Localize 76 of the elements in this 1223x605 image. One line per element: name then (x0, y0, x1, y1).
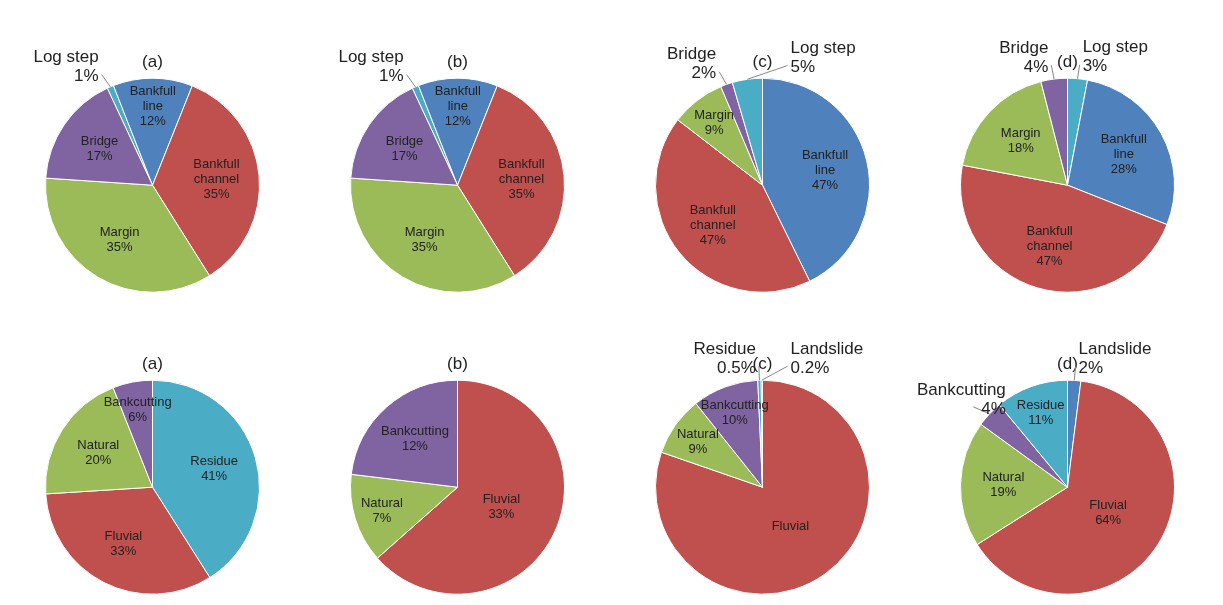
chart-title: (a) (142, 51, 163, 71)
slice-label: Bankfull line (1100, 130, 1147, 161)
slice-label: Margin (404, 224, 445, 240)
data-label: 12% (401, 438, 429, 454)
slice-label: Fluvial (104, 528, 143, 544)
data-label: 4% (1023, 56, 1049, 76)
data-label: 12% (444, 112, 472, 128)
slice-label: Residue (1016, 396, 1065, 412)
slice-label: Bankfull channel (498, 155, 545, 186)
data-label: 7% (372, 509, 392, 525)
slice-label: Bankfull channel (1026, 223, 1073, 254)
data-label: 28% (1110, 160, 1138, 176)
data-label: 20% (85, 451, 112, 467)
slice-label: Natural (676, 425, 719, 441)
chart-title: (b) (447, 353, 468, 373)
slice-label: Landslide (1078, 339, 1152, 359)
data-label: 35% (508, 185, 535, 201)
slice-label: Landslide (790, 338, 864, 358)
data-label: 33% (110, 543, 137, 559)
data-label: 18% (1007, 140, 1035, 156)
slice-label: Log step (338, 47, 404, 67)
data-label: 1% (74, 66, 99, 86)
slice-label: Bankfull channel (689, 202, 737, 233)
slice-label: Bridge (667, 44, 717, 64)
slice-label: Bankfull line (434, 82, 482, 113)
slice-label: Log step (1082, 37, 1148, 57)
data-label: 33% (488, 506, 515, 522)
chart-title: (a) (142, 353, 163, 373)
data-label: 35% (203, 185, 230, 201)
slice-label: Bankfull line (129, 82, 177, 113)
text: (c) (752, 51, 773, 71)
chart-title: (b) (447, 51, 468, 71)
slice-label: Bankfull channel (193, 155, 240, 186)
data-label: 1% (379, 66, 404, 86)
data-label: 19% (990, 484, 1017, 500)
slice-label: Margin (1000, 125, 1041, 141)
data-label: 35% (411, 239, 439, 255)
slice-label: Bankcutting (380, 423, 449, 439)
slice-label: Bridge (80, 133, 119, 149)
data-label: 3% (1082, 56, 1108, 76)
slice-label: Margin (99, 224, 140, 240)
data-label: 11% (1028, 411, 1054, 427)
slice-label: Fluvial (771, 518, 810, 533)
slice-label: Log step (790, 38, 856, 58)
slice-label: Natural (77, 436, 120, 452)
data-label: 35% (106, 239, 134, 255)
data-label: 12% (139, 112, 167, 128)
data-label: 0.2% (790, 357, 830, 377)
slice-label: Bridge (385, 133, 424, 149)
text: (d) (1057, 353, 1078, 373)
slice-label: Natural (360, 494, 403, 510)
data-label: 64% (1095, 512, 1122, 528)
data-label: 2% (691, 63, 717, 83)
slice-label: Bankcutting (916, 379, 1006, 399)
slice-label: Margin (694, 106, 735, 122)
data-label: 47% (699, 232, 727, 248)
data-label: 41% (201, 468, 228, 484)
slice-label: Bankfull line (801, 147, 849, 178)
slice-label: Residue (190, 453, 238, 469)
text: (d) (1057, 51, 1078, 71)
slice-label: Bridge (999, 37, 1049, 57)
slice-label: Natural (982, 469, 1025, 485)
data-label: 17% (391, 148, 418, 164)
data-label: 17% (86, 148, 113, 164)
slice-label: Residue (693, 338, 756, 358)
data-label: 10% (721, 412, 749, 428)
slice-label: Fluvial (1089, 497, 1128, 513)
data-label: 2% (1078, 358, 1104, 378)
data-label: 5% (790, 57, 816, 77)
data-label: 47% (1036, 253, 1064, 269)
data-label: 9% (704, 121, 724, 137)
slice-label: Log step (33, 47, 99, 67)
data-label: 9% (688, 440, 708, 456)
data-label: 47% (812, 177, 839, 193)
slice-label: Fluvial (482, 491, 521, 507)
data-label: 6% (128, 408, 148, 424)
